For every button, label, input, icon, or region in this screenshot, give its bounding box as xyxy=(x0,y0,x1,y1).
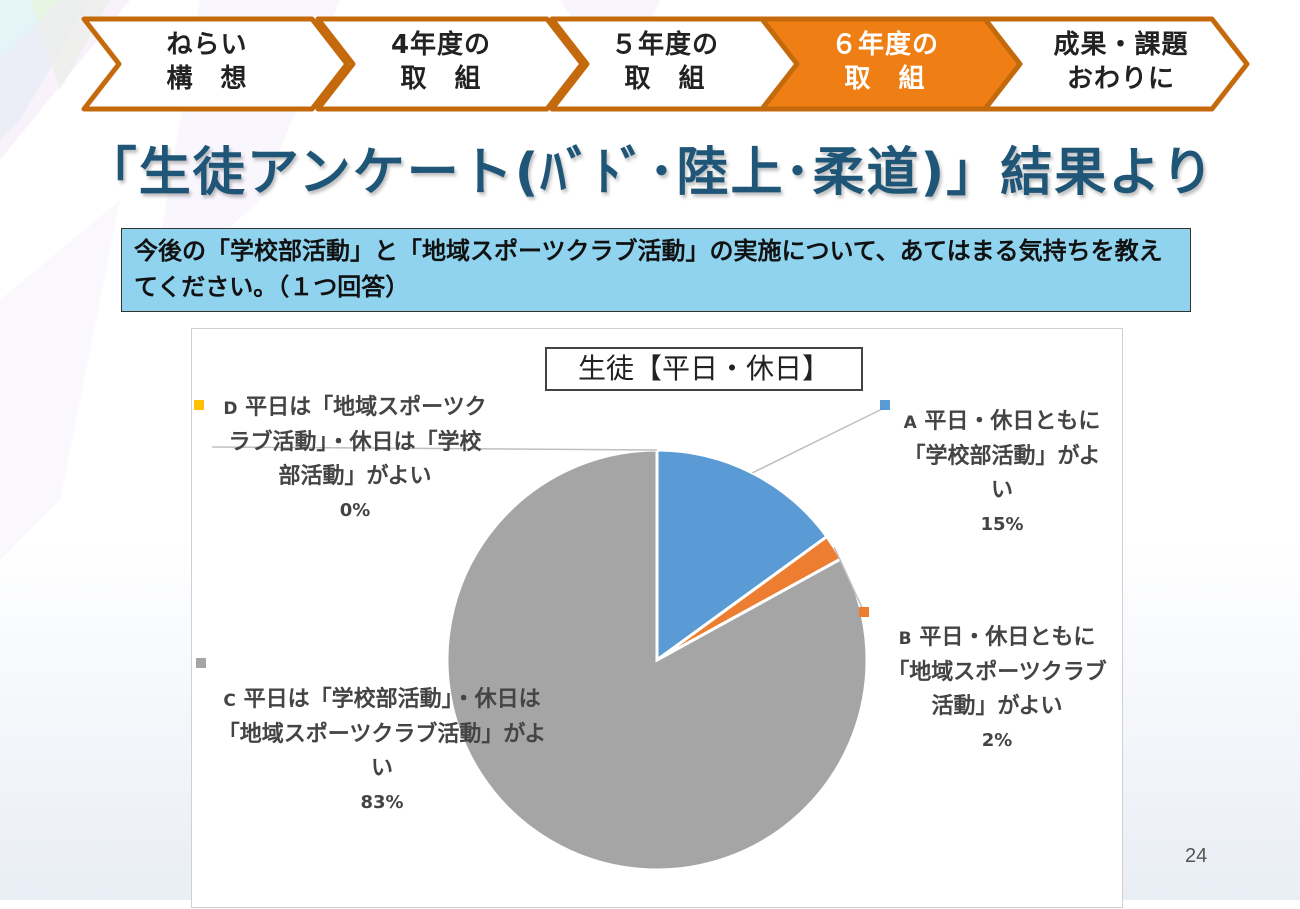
page-number: 24 xyxy=(1185,845,1208,867)
step-nerai[interactable]: ねらい 構 想 xyxy=(102,26,312,98)
slice-percent: 83% xyxy=(360,792,404,813)
legend-swatch-a xyxy=(880,400,890,410)
slice-text: 平日・休日ともに「学校部活動」がよい xyxy=(903,409,1101,503)
chart-title: 生徒【平日・休日】 xyxy=(545,347,863,391)
step-line2: おわりに xyxy=(1066,64,1175,94)
slice-key: A xyxy=(903,413,917,433)
leader-line-b xyxy=(833,547,865,613)
legend-swatch-c xyxy=(196,658,206,668)
slice-key: B xyxy=(898,629,912,649)
step-line1: ６年度の xyxy=(830,30,939,60)
step-line1: 成果・課題 xyxy=(1053,30,1189,60)
slice-text: 平日・休日ともに「地域スポーツクラブ活動」がよい xyxy=(887,625,1107,719)
slice-text: 平日は「地域スポーツクラブ活動」・休日は「学校部活動」がよい xyxy=(228,395,487,489)
pie-slice-c xyxy=(445,448,869,872)
slice-text: 平日は「学校部活動」・休日は「地域スポーツクラブ活動」がよい xyxy=(217,687,547,781)
step-line1: ねらい xyxy=(166,30,248,60)
slice-percent: 2% xyxy=(981,730,1013,751)
slice-label-c: C 平日は「学校部活動」・休日は「地域スポーツクラブ活動」がよい 83% xyxy=(212,683,552,820)
slice-key: D xyxy=(223,399,238,419)
step-line2: 取 組 xyxy=(624,64,706,94)
legend-swatch-d xyxy=(194,400,204,410)
leader-line-a xyxy=(752,408,883,474)
slice-percent: 15% xyxy=(980,514,1024,535)
step-5-shape xyxy=(982,16,1250,112)
step-line1: ５年度の xyxy=(610,30,719,60)
legend-swatch-b xyxy=(859,607,869,617)
step-r6[interactable]: ６年度の 取 組 xyxy=(780,26,990,98)
slide-title: 「生徒アンケート(ﾊﾞﾄﾞ･陸上･柔道)」結果より xyxy=(84,143,1216,203)
step-line1: 4年度の xyxy=(390,30,492,60)
step-summary[interactable]: 成果・課題 おわりに xyxy=(1016,26,1226,98)
pie-slice-a xyxy=(655,448,829,663)
slice-label-b: B 平日・休日ともに「地域スポーツクラブ活動」がよい 2% xyxy=(882,621,1112,758)
chart-area: 生徒【平日・休日】 A 平日・休日ともに「学校部活動」がよい 15% B 平日・… xyxy=(191,328,1123,908)
slice-label-a: A 平日・休日ともに「学校部活動」がよい 15% xyxy=(902,405,1102,542)
step-r5[interactable]: ５年度の 取 組 xyxy=(560,26,770,98)
slice-key: C xyxy=(223,691,236,711)
leader-line-d xyxy=(211,446,658,451)
slice-label-d: D 平日は「地域スポーツクラブ活動」・休日は「学校部活動」がよい 0% xyxy=(220,391,490,528)
survey-question: 今後の「学校部活動」と「地域スポーツクラブ活動」の実施について、あてはまる気持ち… xyxy=(121,228,1191,312)
step-line2: 取 組 xyxy=(400,64,482,94)
progress-steps xyxy=(81,16,1250,112)
pie-chart xyxy=(211,408,883,872)
slice-percent: 0% xyxy=(339,500,371,521)
step-line2: 構 想 xyxy=(166,64,248,94)
step-1-shape xyxy=(81,16,350,112)
step-line2: 取 組 xyxy=(844,64,926,94)
step-2-shape xyxy=(315,16,585,112)
step-r4[interactable]: 4年度の 取 組 xyxy=(336,26,546,98)
